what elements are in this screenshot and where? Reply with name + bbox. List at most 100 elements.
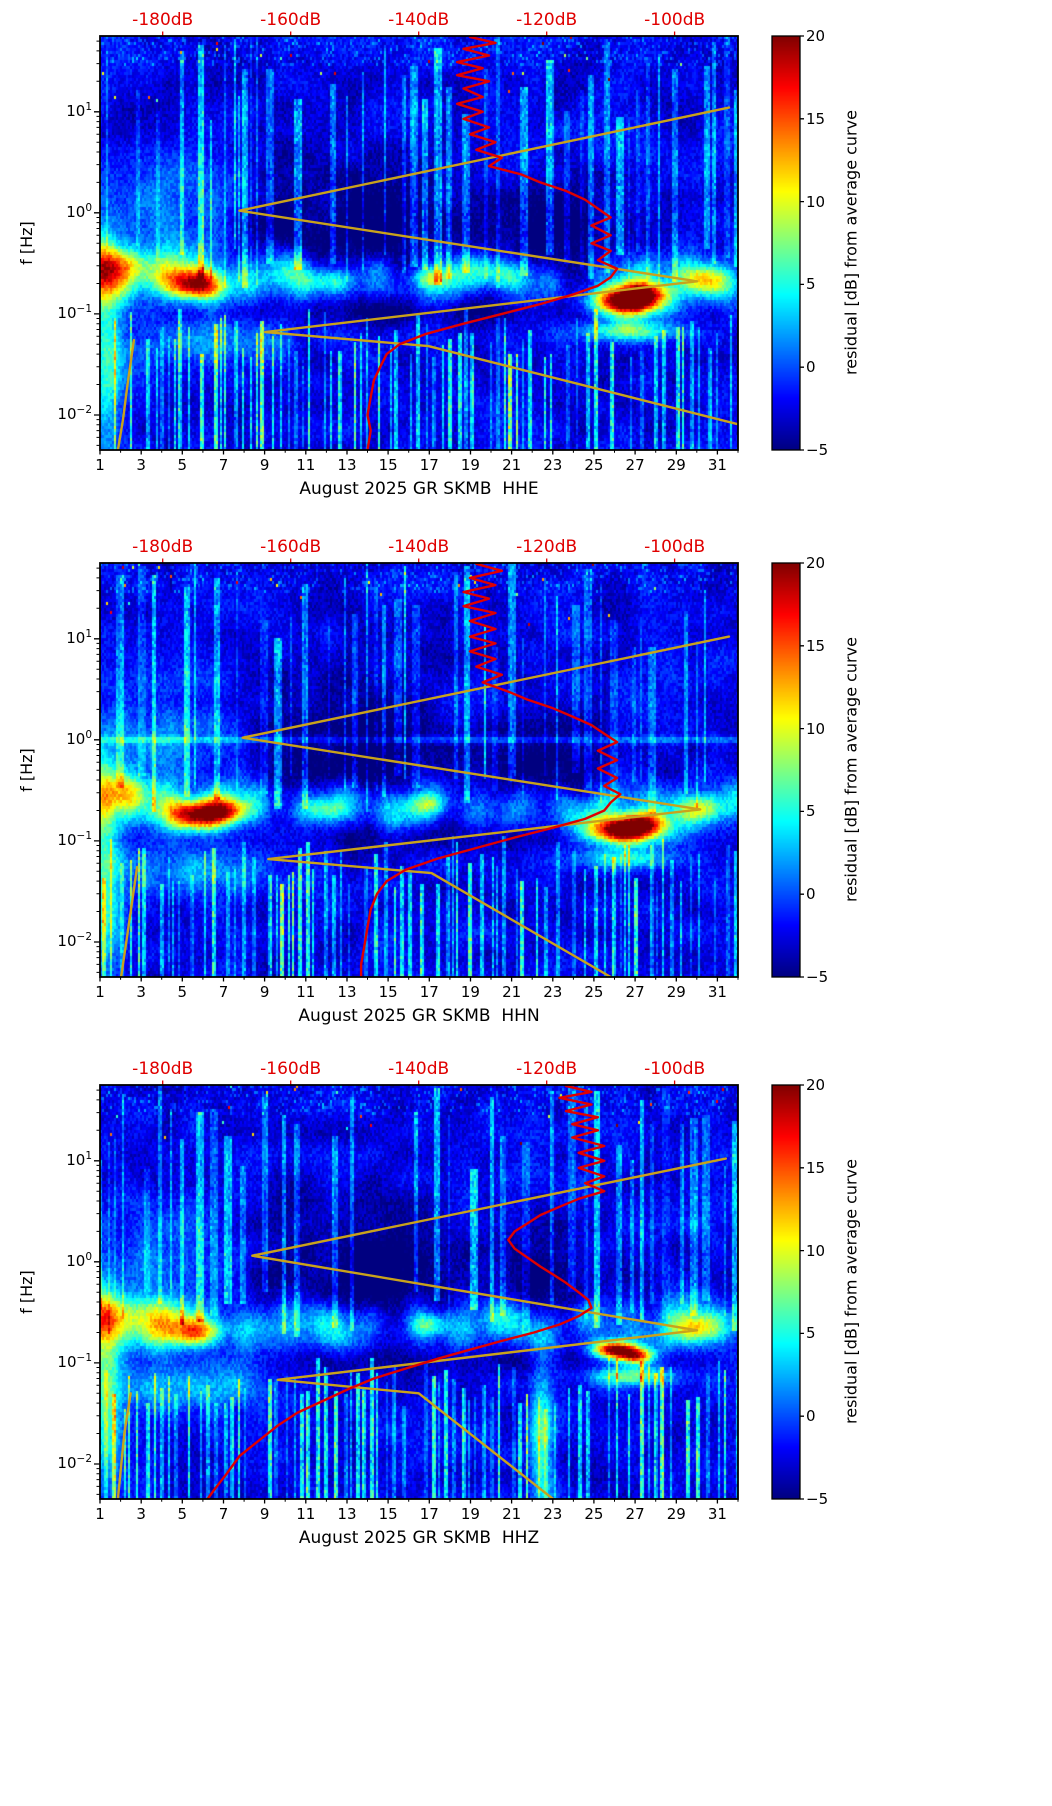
x-tick-label: 5 xyxy=(177,456,188,474)
x-tick-label: 31 xyxy=(707,456,727,474)
x-axis-title: August 2025 GR SKMB HHN xyxy=(298,1006,540,1026)
x-tick-label: 31 xyxy=(707,1505,727,1523)
y-tick-label: 10−2 xyxy=(57,930,92,950)
x-tick-label: 1 xyxy=(95,1505,105,1523)
top-axis-db-label: -100dB xyxy=(644,1059,706,1079)
top-axis-db-label: -180dB xyxy=(132,1059,194,1079)
x-tick-label: 7 xyxy=(218,1505,229,1523)
y-tick-label: 10−2 xyxy=(57,1452,92,1472)
top-axis-db-label: -120dB xyxy=(516,10,578,30)
x-tick-label: 27 xyxy=(625,456,645,474)
y-tick-label: 100 xyxy=(66,728,92,748)
colorbar-tick-label: 5 xyxy=(806,275,816,294)
x-tick-label: 5 xyxy=(177,983,188,1001)
x-tick-label: 9 xyxy=(259,1505,270,1523)
x-tick-label: 15 xyxy=(378,1505,398,1523)
x-tick-label: 29 xyxy=(666,983,686,1001)
x-tick-label: 17 xyxy=(419,983,439,1001)
x-tick-label: 21 xyxy=(502,983,522,1001)
colorbar-tick-label: 20 xyxy=(806,554,826,572)
colorbar-tick-label: 15 xyxy=(806,109,826,128)
colorbar-tick-label: 0 xyxy=(806,358,816,377)
colorbar-gradient xyxy=(772,1085,800,1499)
spectrogram-panel-hhn: 1 3 5 7 9 11 13 15 17 19 21 23 25 27 29 31 101 100 10−1 10−… xyxy=(0,527,1052,1054)
y-tick-label: 10−1 xyxy=(57,302,92,322)
x-tick-label: 11 xyxy=(296,983,316,1001)
spectrogram-panel-hhe: 1 3 5 7 9 11 13 15 17 19 21 23 25 27 29 31 101 100 10−1 10−… xyxy=(0,0,1052,527)
x-tick-label: 19 xyxy=(460,983,480,1001)
x-tick-label: 23 xyxy=(543,1505,563,1523)
y-tick-label: 10−2 xyxy=(57,403,92,423)
colorbar-gradient xyxy=(772,36,800,450)
top-axis-db-label: -160dB xyxy=(260,537,322,557)
x-tick-label: 13 xyxy=(337,456,357,474)
x-tick-label: 19 xyxy=(460,456,480,474)
colorbar-tick-label: 20 xyxy=(806,27,826,45)
colorbar-tick-label: 10 xyxy=(806,192,826,211)
x-tick-label: 17 xyxy=(419,456,439,474)
x-tick-label: 25 xyxy=(584,456,604,474)
colorbar-tick-label: 5 xyxy=(806,1324,816,1343)
top-axis-db-label: -140dB xyxy=(388,537,450,557)
colorbar-label: residual [dB] from average curve xyxy=(841,1159,861,1424)
x-tick-label: 9 xyxy=(259,456,270,474)
x-tick-label: 21 xyxy=(502,456,522,474)
x-tick-label: 29 xyxy=(666,1505,686,1523)
x-tick-label: 25 xyxy=(584,1505,604,1523)
colorbar-gradient xyxy=(772,563,800,977)
x-tick-label: 15 xyxy=(378,983,398,1001)
colorbar-tick-label: 15 xyxy=(806,636,826,655)
x-tick-label: 11 xyxy=(296,1505,316,1523)
colorbar-tick-label: 10 xyxy=(806,719,826,738)
y-tick-label: 100 xyxy=(66,201,92,221)
x-tick-label: 21 xyxy=(502,1505,522,1523)
colorbar-tick-label: 0 xyxy=(806,1407,816,1426)
colorbar-label: residual [dB] from average curve xyxy=(841,110,861,375)
top-axis-db-label: -140dB xyxy=(388,1059,450,1079)
colorbar-tick-label: 15 xyxy=(806,1158,826,1177)
x-tick-label: 3 xyxy=(136,1505,146,1523)
colorbar-tick-label: −5 xyxy=(806,441,829,459)
top-axis-db-label: -120dB xyxy=(516,1059,578,1079)
y-axis-label: f [Hz] xyxy=(17,748,36,792)
x-tick-label: 13 xyxy=(337,1505,357,1523)
y-tick-label: 10−1 xyxy=(57,1351,92,1371)
x-tick-label: 3 xyxy=(136,983,146,1001)
x-tick-label: 19 xyxy=(460,1505,480,1523)
x-tick-label: 9 xyxy=(259,983,270,1001)
colorbar-tick-label: 5 xyxy=(806,802,816,821)
colorbar-label: residual [dB] from average curve xyxy=(841,637,861,902)
x-axis-title: August 2025 GR SKMB HHE xyxy=(299,479,539,499)
x-tick-label: 27 xyxy=(625,983,645,1001)
colorbar-tick-label: 0 xyxy=(806,885,816,904)
x-tick-label: 5 xyxy=(177,1505,188,1523)
x-tick-label: 1 xyxy=(95,983,105,1001)
x-tick-label: 23 xyxy=(543,983,563,1001)
x-tick-label: 15 xyxy=(378,456,398,474)
x-tick-label: 31 xyxy=(707,983,727,1001)
x-tick-label: 23 xyxy=(543,456,563,474)
top-axis-db-label: -140dB xyxy=(388,10,450,30)
x-tick-label: 13 xyxy=(337,983,357,1001)
x-tick-label: 17 xyxy=(419,1505,439,1523)
x-axis-title: August 2025 GR SKMB HHZ xyxy=(298,1528,540,1548)
colorbar-tick-label: −5 xyxy=(806,968,829,986)
spectrogram-heatmap-hhe xyxy=(100,36,738,450)
colorbar-tick-label: −5 xyxy=(806,1490,829,1508)
x-tick-label: 7 xyxy=(218,983,229,1001)
top-axis-db-label: -180dB xyxy=(132,10,194,30)
y-tick-label: 10−1 xyxy=(57,829,92,849)
x-tick-label: 3 xyxy=(136,456,146,474)
x-tick-label: 29 xyxy=(666,456,686,474)
spectrogram-heatmap-hhz xyxy=(100,1085,738,1499)
y-tick-label: 101 xyxy=(66,627,92,647)
colorbar-tick-label: 10 xyxy=(806,1241,826,1260)
spectrogram-heatmap-hhn xyxy=(100,563,738,977)
x-tick-label: 11 xyxy=(296,456,316,474)
top-axis-db-label: -160dB xyxy=(260,1059,322,1079)
colorbar-tick-label: 20 xyxy=(806,1076,826,1094)
top-axis-db-label: -100dB xyxy=(644,10,706,30)
x-tick-label: 25 xyxy=(584,983,604,1001)
x-tick-label: 27 xyxy=(625,1505,645,1523)
